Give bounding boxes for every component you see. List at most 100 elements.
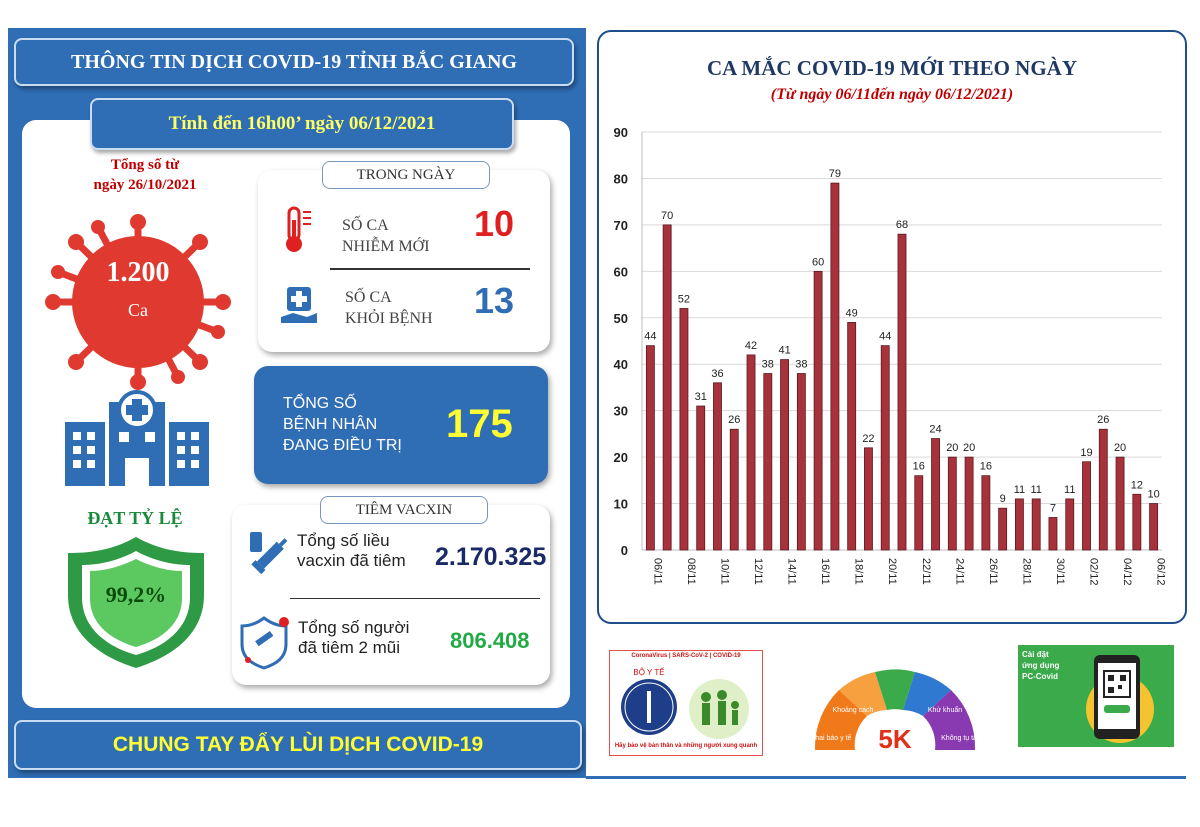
bar bbox=[1014, 498, 1024, 551]
people-label: Tổng số người đã tiêm 2 mũi bbox=[298, 618, 438, 658]
moh-top-text: CoronaVirus | SARS-CoV-2 | COVID-19 bbox=[631, 653, 741, 659]
app-banner-text: Cài đặt ứng dụng PC-Covid bbox=[1022, 649, 1092, 682]
x-tick-label: 16/11 bbox=[819, 558, 831, 585]
y-tick-label: 90 bbox=[614, 125, 628, 140]
chart-subtitle: (Từ ngày 06/11đến ngày 06/12/2021) bbox=[770, 86, 1014, 103]
report-date: Tính đến 16h00’ ngày 06/12/2021 bbox=[90, 98, 514, 150]
data-label: 52 bbox=[678, 293, 690, 305]
new-cases-value: 10 bbox=[474, 203, 515, 244]
data-label: 44 bbox=[879, 331, 891, 343]
today-tag: TRONG NGÀY bbox=[322, 161, 490, 189]
bar bbox=[830, 182, 840, 551]
treatment-card bbox=[254, 366, 548, 484]
data-label: 16 bbox=[980, 461, 992, 473]
shield-icon bbox=[68, 537, 204, 668]
bar bbox=[947, 456, 957, 551]
doses-label-line2: vacxin đã tiêm bbox=[297, 551, 406, 570]
fivek-item-1: Khẩu trang bbox=[878, 712, 912, 720]
data-label: 36 bbox=[711, 368, 723, 380]
x-tick-label: 30/11 bbox=[1054, 558, 1066, 585]
x-tick-label: 08/11 bbox=[685, 558, 697, 585]
vaccine-card bbox=[232, 505, 550, 685]
rate-label: ĐẠT TỶ LỆ bbox=[87, 508, 183, 528]
data-label: 38 bbox=[795, 359, 807, 371]
treatment-label-line1: TỔNG SỐ bbox=[283, 395, 357, 412]
y-tick-label: 70 bbox=[614, 218, 628, 233]
treatment-value: 175 bbox=[446, 402, 513, 446]
data-label: 9 bbox=[1000, 493, 1006, 505]
new-cases-label: SỐ CA NHIỄM MỚI bbox=[342, 215, 462, 257]
y-tick-label: 50 bbox=[614, 311, 628, 326]
data-label: 44 bbox=[644, 331, 656, 343]
people-label-line1: Tổng số người bbox=[298, 618, 410, 637]
people-value: 806.408 bbox=[450, 628, 530, 653]
data-label: 68 bbox=[896, 219, 908, 231]
data-label: 60 bbox=[812, 256, 824, 268]
hospital-icon bbox=[65, 390, 209, 486]
data-label: 26 bbox=[1097, 414, 1109, 426]
bar bbox=[897, 233, 907, 551]
pc-covid-app-banner: Cài đặt ứng dụng PC-Covid bbox=[1018, 645, 1174, 747]
bar bbox=[1031, 498, 1041, 551]
data-label: 11 bbox=[1030, 484, 1041, 496]
bar bbox=[662, 224, 672, 551]
vaccine-tag: TIÊM VACXIN bbox=[320, 496, 488, 524]
data-label: 24 bbox=[929, 424, 941, 436]
data-label: 10 bbox=[1147, 489, 1159, 501]
bar bbox=[1082, 461, 1091, 551]
new-label-line2: NHIỄM MỚI bbox=[342, 238, 430, 255]
page-title: THÔNG TIN DỊCH COVID-19 TỈNH BẮC GIANG bbox=[14, 38, 574, 86]
bar bbox=[931, 438, 940, 551]
syringe-icon bbox=[250, 532, 288, 575]
bar bbox=[813, 270, 823, 551]
daily-cases-chart: 0 10 20 30 40 50 60 70 80 90 44 06/11 70 52 08/11 31 36 1… bbox=[614, 125, 1167, 586]
total-cases-value: 1.200 bbox=[106, 257, 170, 288]
fivek-item-3: Không tụ tập bbox=[941, 735, 981, 742]
y-tick-label: 40 bbox=[614, 357, 628, 372]
bar bbox=[1048, 517, 1058, 551]
bar bbox=[796, 373, 806, 551]
data-label: 22 bbox=[862, 433, 874, 445]
y-tick-label: 0 bbox=[621, 543, 628, 558]
data-label: 20 bbox=[946, 442, 958, 454]
recovered-label: SỐ CA KHỎI BỆNH bbox=[345, 287, 465, 329]
x-tick-label: 26/11 bbox=[987, 558, 999, 585]
bar bbox=[746, 354, 756, 551]
data-label: 11 bbox=[1064, 484, 1075, 496]
chart-title: CA MẮC COVID-19 MỚI THEO NGÀY bbox=[706, 56, 1078, 80]
ministry-of-health-banner: CoronaVirus | SARS-CoV-2 | COVID-19 BỘ Y… bbox=[609, 650, 763, 756]
data-label: 7 bbox=[1050, 502, 1056, 514]
data-label: 20 bbox=[963, 442, 975, 454]
x-tick-label: 06/12 bbox=[1155, 558, 1167, 586]
moh-name: BỘ Y TẾ bbox=[633, 667, 664, 677]
x-tick-label: 22/11 bbox=[920, 558, 932, 585]
total-label-line2: ngày 26/10/2021 bbox=[93, 177, 197, 193]
app-line2: ứng dụng bbox=[1022, 661, 1060, 670]
x-tick-label: 14/11 bbox=[786, 558, 798, 585]
y-tick-label: 30 bbox=[614, 404, 628, 419]
divider bbox=[586, 776, 1186, 779]
people-label-line2: đã tiêm 2 mũi bbox=[298, 638, 401, 657]
moh-bottom-text: Hãy bảo vệ bản thân và những người xung … bbox=[614, 743, 758, 749]
bar bbox=[981, 475, 991, 551]
bar bbox=[847, 322, 857, 551]
y-tick-label: 60 bbox=[614, 264, 628, 279]
bar bbox=[998, 507, 1008, 551]
doses-value: 2.170.325 bbox=[435, 543, 547, 571]
app-line1: Cài đặt bbox=[1022, 650, 1049, 659]
bar bbox=[696, 405, 706, 551]
x-tick-label: 10/11 bbox=[718, 558, 730, 585]
data-label: 20 bbox=[1114, 442, 1126, 454]
total-label-line1: Tổng số từ bbox=[110, 157, 180, 173]
data-label: 79 bbox=[829, 168, 841, 180]
bar bbox=[914, 475, 924, 551]
bar bbox=[1115, 456, 1125, 551]
bar bbox=[729, 428, 739, 551]
fivek-item-2: Khử khuẩn bbox=[928, 706, 962, 714]
x-tick-label: 04/12 bbox=[1121, 558, 1133, 586]
doses-label: Tổng số liều vacxin đã tiêm bbox=[297, 531, 437, 571]
y-tick-label: 80 bbox=[614, 171, 628, 186]
fivek-label: 5K bbox=[878, 724, 911, 754]
bar bbox=[880, 345, 890, 551]
data-label: 19 bbox=[1080, 447, 1092, 459]
